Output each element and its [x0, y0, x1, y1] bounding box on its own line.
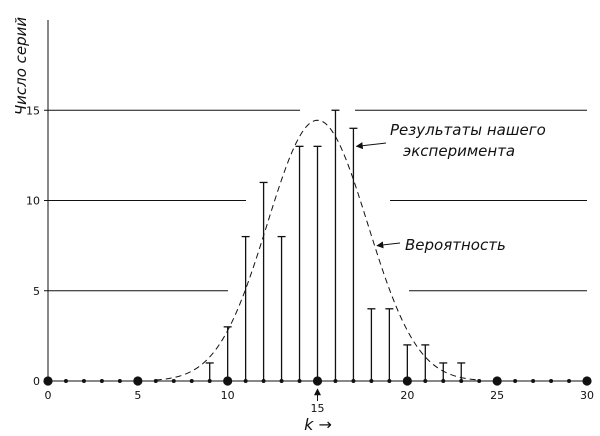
x-tick-label-15: 15	[311, 402, 325, 415]
axis-dot-k8	[189, 379, 194, 383]
x-tick-label-10: 10	[221, 389, 235, 402]
axis-dot-k2	[81, 379, 86, 383]
axis-dot-k24	[477, 379, 482, 383]
tick-labels: 0 5 10 15 0 5 10 15 20 25 30	[26, 104, 594, 415]
annotation-line: Вероятность	[405, 236, 506, 254]
probability-curve-layer	[155, 119, 480, 381]
x-tick-label-30: 30	[580, 389, 594, 402]
annotation-line: эксперимента	[403, 142, 515, 160]
y-tick-label-5: 5	[33, 285, 40, 298]
x-axis-title: k →	[304, 415, 332, 434]
probability-curve	[155, 119, 480, 381]
axis-dot-k27	[531, 379, 536, 383]
axis-dot-k9	[207, 379, 212, 383]
axis-dot-k23	[459, 379, 464, 383]
axis-major-dot-k20	[402, 376, 412, 386]
axis-dot-k7	[171, 379, 176, 383]
y-tick-label-0: 0	[33, 375, 40, 388]
axis-major-dot-k10	[223, 376, 233, 386]
axis-major-dot-k0	[43, 376, 53, 386]
axis-dot-k11	[243, 379, 248, 383]
y-axis-title: Число серий	[12, 17, 30, 116]
grid-lines	[48, 109, 587, 292]
axis-dot-k18	[369, 379, 374, 383]
annotations: Результаты нашего эксперимента Вероятность	[355, 121, 546, 254]
axis-dot-k3	[99, 379, 104, 383]
axis-dot-k26	[513, 379, 518, 383]
axis-dot-k6	[153, 379, 158, 383]
x-tick-label-0: 0	[45, 389, 52, 402]
axis-dot-k12	[261, 379, 266, 383]
x-tick-label-20: 20	[400, 389, 414, 402]
axis-dot-k14	[297, 379, 302, 383]
axis-dot-k17	[351, 379, 356, 383]
axis-major-dot-k30	[582, 376, 592, 386]
axis-dot-k1	[63, 379, 68, 383]
axis-dot-k19	[387, 379, 392, 383]
axis-dot-k29	[567, 379, 572, 383]
annotation-label-1: Результаты нашего эксперимента	[390, 121, 546, 160]
experiment-stems	[43, 109, 592, 386]
axis-major-dot-k25	[492, 376, 502, 386]
axis-major-dot-k5	[133, 376, 143, 386]
annotation-arrow-2	[376, 241, 401, 249]
axes	[44, 20, 587, 401]
annotation-arrow-1	[355, 142, 387, 150]
axis-dot-k16	[333, 379, 338, 383]
annotation-label-2: Вероятность	[405, 236, 506, 254]
axis-dot-k21	[423, 379, 428, 383]
axis-dot-k13	[279, 379, 284, 383]
axis-dot-k4	[117, 379, 122, 383]
axis-dot-k22	[441, 379, 446, 383]
annotation-line: Результаты нашего	[390, 121, 546, 139]
y-tick-label-15: 15	[26, 104, 40, 117]
axis-dot-k28	[549, 379, 554, 383]
x-tick-label-5: 5	[134, 389, 141, 402]
axis-major-dot-k15	[312, 376, 323, 386]
y-tick-label-10: 10	[26, 195, 40, 208]
x-tick-label-25: 25	[490, 389, 504, 402]
